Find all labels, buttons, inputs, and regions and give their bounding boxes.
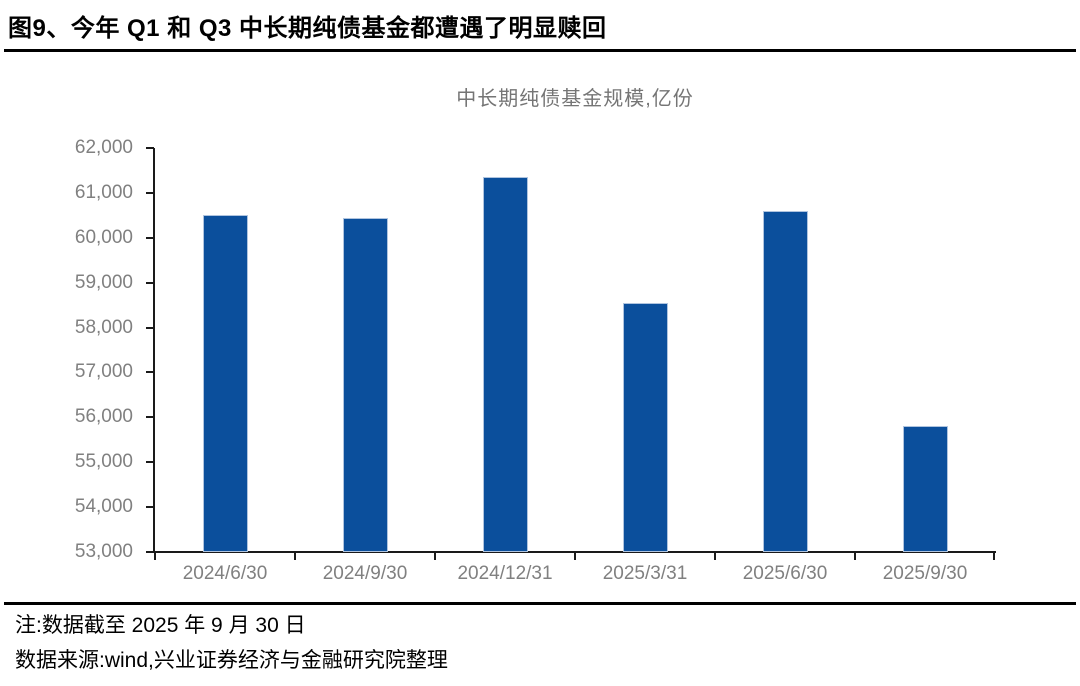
y-axis-tick xyxy=(146,326,154,329)
y-tick-label: 53,000 xyxy=(74,541,133,562)
x-axis-tick xyxy=(154,552,156,560)
bar xyxy=(482,177,528,552)
y-tick-label: 61,000 xyxy=(74,181,133,203)
bar xyxy=(762,210,808,552)
y-axis-tick xyxy=(146,506,154,509)
x-tick-label: 2024/12/31 xyxy=(457,563,553,584)
y-tick-label: 62,000 xyxy=(74,137,133,158)
x-axis-tick xyxy=(993,552,995,560)
x-axis-tick xyxy=(574,552,576,560)
footer-separator xyxy=(4,602,1076,605)
y-tick-label: 58,000 xyxy=(74,316,133,338)
y-tick-label: 55,000 xyxy=(74,451,133,473)
y-axis-tick xyxy=(146,371,154,374)
y-axis-tick xyxy=(146,147,154,149)
y-tick-label: 56,000 xyxy=(74,406,133,428)
x-axis-tick xyxy=(854,552,856,560)
x-tick-label: 2025/3/31 xyxy=(602,563,688,584)
note-data-source: 数据来源:wind,兴业证券经济与金融研究院整理 xyxy=(15,649,448,672)
bar xyxy=(622,302,668,552)
y-axis-tick xyxy=(146,281,154,284)
y-axis-tick xyxy=(146,191,154,194)
x-tick-label: 2024/9/30 xyxy=(322,563,408,584)
y-axis-tick xyxy=(146,416,154,419)
chart-title: 中长期纯债基金规模,亿份 xyxy=(456,88,694,110)
y-axis xyxy=(153,148,155,552)
y-axis-tick xyxy=(146,461,154,464)
y-tick-label: 57,000 xyxy=(74,361,133,383)
title-separator xyxy=(4,49,1076,52)
y-axis-tick xyxy=(146,551,154,553)
bar xyxy=(342,217,388,552)
y-axis-tick xyxy=(146,236,154,239)
x-axis-tick xyxy=(294,552,296,560)
x-tick-label: 2024/6/30 xyxy=(182,563,268,584)
y-tick-label: 60,000 xyxy=(74,226,133,248)
note-data-cutoff: 注:数据截至 2025 年 9 月 30 日 xyxy=(15,614,306,637)
x-axis-tick xyxy=(434,552,436,560)
bar xyxy=(902,426,948,552)
x-tick-label: 2025/6/30 xyxy=(742,563,828,584)
x-axis-tick xyxy=(714,552,716,560)
x-tick-label: 2025/9/30 xyxy=(882,563,968,584)
y-tick-label: 59,000 xyxy=(74,271,133,293)
figure-title: 图9、今年 Q1 和 Q3 中长期纯债基金都遭遇了明显赎回 xyxy=(8,15,607,42)
bar xyxy=(202,215,248,552)
y-tick-label: 54,000 xyxy=(74,496,133,518)
